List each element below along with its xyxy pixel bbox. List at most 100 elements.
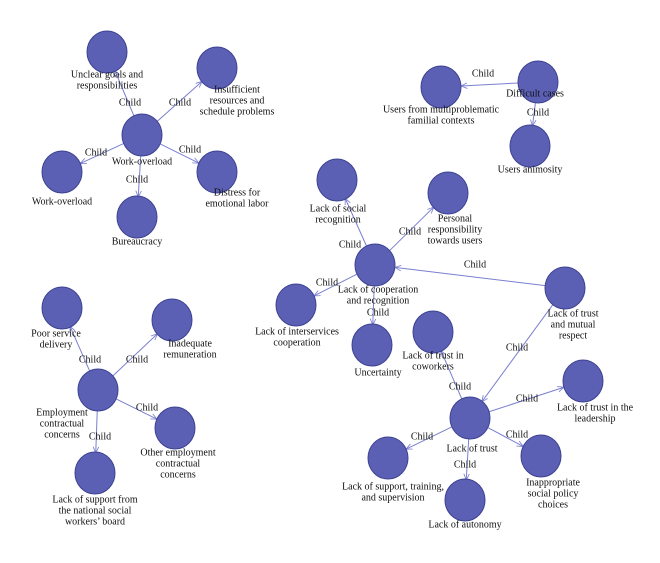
node-label: Lack of support, training, bbox=[342, 481, 444, 492]
node bbox=[562, 359, 604, 403]
node-label: concerns bbox=[160, 469, 196, 480]
node-label: remuneration bbox=[163, 349, 216, 360]
node bbox=[316, 158, 358, 202]
node bbox=[196, 150, 238, 194]
edge bbox=[115, 70, 135, 117]
edge-label: Child bbox=[399, 226, 421, 237]
edge-label: Child bbox=[464, 259, 486, 270]
node bbox=[275, 283, 317, 327]
node-label: Inadequate bbox=[168, 338, 212, 349]
edge-label: Child bbox=[179, 144, 201, 155]
edge-label: Child bbox=[411, 431, 433, 442]
node-label: contractual bbox=[156, 458, 201, 469]
edge-label: Child bbox=[454, 459, 476, 470]
node-label: Lack of autonomy bbox=[428, 519, 501, 530]
node-label: Distress for bbox=[214, 187, 261, 198]
node-label: Users animosity bbox=[498, 164, 563, 175]
edge-label: Child bbox=[316, 277, 338, 288]
edge bbox=[344, 198, 368, 247]
node-label: and supervision bbox=[361, 492, 424, 503]
edge-label: Child bbox=[85, 147, 107, 158]
node-label: choices bbox=[538, 499, 568, 510]
edge bbox=[395, 267, 546, 287]
edge bbox=[532, 101, 535, 126]
node-label: Bureaucracy bbox=[112, 236, 163, 247]
edge-label: Child bbox=[136, 402, 158, 413]
edge bbox=[482, 303, 554, 402]
node-label: Lack of trust bbox=[547, 308, 598, 319]
edge-label: Child bbox=[506, 342, 528, 353]
edge bbox=[80, 142, 125, 165]
node-label: contractual bbox=[40, 418, 85, 429]
node-label: Lack of trust bbox=[446, 443, 497, 454]
edge-label: Child bbox=[472, 68, 494, 79]
edge-label: Child bbox=[126, 174, 148, 185]
node-label: cooperation bbox=[273, 337, 320, 348]
edge bbox=[156, 81, 202, 123]
node-label: Difficult cases bbox=[506, 88, 564, 99]
edge-label: Child bbox=[516, 393, 538, 404]
node bbox=[449, 396, 491, 440]
node-label: Lack of support from bbox=[52, 494, 137, 505]
node bbox=[509, 124, 551, 168]
node-label: the national social bbox=[59, 505, 132, 516]
node bbox=[427, 171, 469, 215]
edge-label: Child bbox=[527, 107, 549, 118]
node-label: Personal bbox=[438, 213, 473, 224]
node-label: Lack of social bbox=[310, 203, 367, 214]
edge bbox=[373, 284, 375, 325]
node bbox=[544, 266, 586, 310]
edge-label: Child bbox=[126, 354, 148, 365]
edge-label: Child bbox=[89, 431, 111, 442]
node bbox=[354, 243, 396, 287]
node bbox=[121, 113, 163, 157]
edge bbox=[441, 350, 463, 400]
node-label: Lack of trust in bbox=[402, 350, 463, 361]
edge-label: Child bbox=[119, 97, 141, 108]
node bbox=[412, 310, 454, 354]
node-label: responsibilities bbox=[77, 80, 138, 91]
node-label: Work-overload bbox=[32, 196, 92, 207]
edge bbox=[406, 426, 453, 449]
node-label: Users from multiproblematic bbox=[383, 104, 500, 115]
node-label: Unclear goals and bbox=[71, 69, 143, 80]
node-label: Employment bbox=[36, 407, 88, 418]
node-label: Uncertainty bbox=[354, 367, 401, 378]
node-label: delivery bbox=[40, 339, 73, 350]
node-label: leadership bbox=[574, 413, 615, 424]
node-label: and recognition bbox=[347, 295, 409, 306]
node-label: workers’ board bbox=[65, 516, 125, 527]
node bbox=[77, 368, 119, 412]
node bbox=[367, 436, 409, 480]
edge bbox=[388, 207, 434, 252]
node bbox=[86, 30, 128, 74]
edge bbox=[112, 334, 158, 377]
node-label: Poor service bbox=[31, 328, 81, 339]
node bbox=[41, 286, 83, 330]
node-label: coworkers bbox=[412, 361, 454, 372]
edge bbox=[138, 154, 141, 197]
edge-label: Child bbox=[367, 307, 389, 318]
node-label: familial contexts bbox=[408, 115, 475, 126]
node bbox=[444, 478, 486, 522]
edge-label: Child bbox=[79, 354, 101, 365]
node-label: emotional labor bbox=[205, 198, 269, 209]
edge bbox=[461, 83, 519, 86]
node bbox=[420, 65, 462, 109]
node bbox=[74, 451, 116, 495]
node bbox=[196, 46, 238, 90]
node bbox=[351, 323, 393, 367]
node-label: concerns bbox=[44, 429, 80, 440]
node-label: Insufficient bbox=[214, 84, 260, 95]
edge bbox=[466, 437, 469, 480]
edge bbox=[487, 426, 524, 446]
node-label: Lack of trust in the bbox=[557, 402, 634, 413]
node-label: responsibility bbox=[428, 224, 482, 235]
edge bbox=[69, 326, 91, 372]
node-label: towards users bbox=[428, 235, 483, 246]
node-label: recognition bbox=[315, 214, 361, 225]
node bbox=[520, 434, 562, 478]
edge-label: Child bbox=[339, 239, 361, 250]
node bbox=[517, 60, 559, 104]
